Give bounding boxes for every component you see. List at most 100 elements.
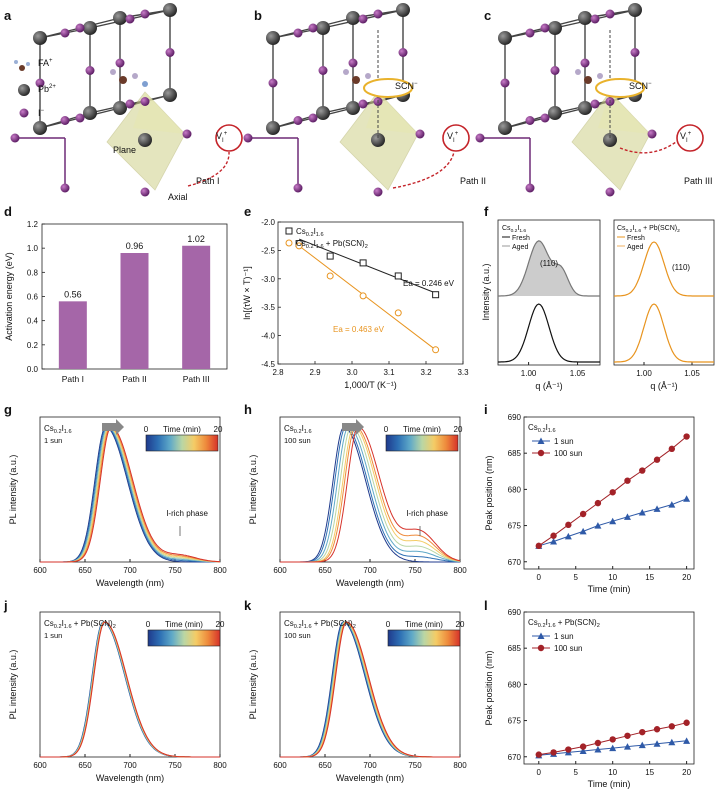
fa-atom bbox=[142, 81, 148, 87]
point-1-sun bbox=[638, 741, 646, 749]
time-colorbar bbox=[387, 629, 461, 647]
legend-marker-1 bbox=[537, 437, 545, 444]
point-100-sun bbox=[550, 749, 557, 756]
xtick-label-e: 2.8 bbox=[272, 368, 284, 377]
xtick-label-d: Path I bbox=[62, 374, 84, 384]
fresh-curve-left bbox=[498, 303, 600, 363]
legend-fresh-right: Fresh bbox=[627, 235, 645, 242]
chart-l: 0 5 10 15 20 670 675 680 685 690 Time (min) Peak po… bbox=[484, 608, 695, 789]
legend-pb: Pb2+ bbox=[38, 84, 56, 94]
pb-atom bbox=[83, 106, 97, 120]
legend-i: I− bbox=[38, 108, 45, 118]
i-atom bbox=[75, 23, 85, 33]
ytick-label-d: 1.0 bbox=[27, 244, 39, 253]
pb-atom bbox=[316, 21, 330, 35]
i-atom bbox=[75, 113, 85, 123]
light-k: 100 sun bbox=[284, 631, 311, 640]
colorbar-max-h: 20 bbox=[454, 425, 463, 434]
path-arrow bbox=[619, 141, 677, 154]
point-100-sun bbox=[565, 521, 572, 529]
ytick-label-d: 0.6 bbox=[27, 293, 39, 302]
xtick-label-l: 0 bbox=[537, 768, 542, 777]
i-atom bbox=[590, 99, 600, 109]
xtick-label-g: 700 bbox=[123, 566, 137, 575]
xlabel-l: Time (min) bbox=[588, 779, 631, 789]
legend-black: Cs0.2I1.6 bbox=[296, 227, 324, 238]
xtick-label-h: 650 bbox=[318, 566, 332, 575]
pl-curve bbox=[40, 426, 221, 563]
i-atom bbox=[540, 113, 550, 123]
i-atom bbox=[590, 14, 600, 24]
point-100-sun bbox=[609, 736, 616, 743]
colorbar-title-k: Time (min) bbox=[405, 620, 443, 629]
crystal-b bbox=[243, 3, 470, 197]
pb-atom bbox=[266, 31, 280, 45]
bar-value-label: 0.56 bbox=[64, 289, 82, 299]
i-atom bbox=[630, 48, 640, 57]
bar-3 bbox=[182, 245, 211, 369]
xlabel-j: Wavelength (nm) bbox=[96, 773, 164, 783]
pb-atom bbox=[578, 101, 592, 115]
xtick-label-e: 3.0 bbox=[346, 368, 358, 377]
colorbar-max-k: 20 bbox=[456, 620, 465, 629]
xtick-label-l: 20 bbox=[682, 768, 691, 777]
pb-atom bbox=[33, 121, 47, 135]
legend-marker-1 bbox=[537, 632, 545, 639]
ea-orange: Ea = 0.463 eV bbox=[333, 325, 385, 334]
colorbar-max-g: 20 bbox=[214, 425, 223, 434]
fa-atom bbox=[575, 69, 581, 75]
pb-atom bbox=[346, 101, 360, 115]
point-100-sun bbox=[683, 719, 690, 726]
pb-atom bbox=[113, 11, 127, 25]
ytick-label-i: 670 bbox=[508, 558, 522, 567]
point-1-sun bbox=[653, 740, 661, 747]
plot-frame-e bbox=[277, 221, 464, 365]
pb-atom bbox=[548, 106, 562, 120]
panel-label-j: j bbox=[4, 598, 8, 613]
colorbar-min-j: 0 bbox=[146, 620, 151, 629]
ytick-label-l: 670 bbox=[508, 753, 522, 762]
xtick-label-d: Path III bbox=[183, 374, 210, 384]
xtick-label-k: 600 bbox=[273, 761, 287, 770]
ytick-label-i: 690 bbox=[508, 413, 522, 422]
i-atom bbox=[60, 183, 70, 193]
point-100-sun bbox=[624, 732, 631, 739]
i-atom bbox=[358, 14, 368, 24]
point-1-sun bbox=[594, 522, 602, 529]
point-100-sun bbox=[565, 746, 572, 753]
xtick-label-k: 650 bbox=[318, 761, 332, 770]
plane-label: Plane bbox=[113, 145, 137, 155]
point-orange bbox=[359, 292, 367, 300]
plot-frame-f-1 bbox=[497, 219, 601, 366]
f-left-title: Cs0.2I1.6 bbox=[502, 225, 526, 234]
plot-frame-f-2 bbox=[613, 219, 715, 366]
sample-k: Cs0.2I1.6 + Pb(SCN)2 bbox=[284, 619, 356, 630]
pb-atom bbox=[83, 21, 97, 35]
ion-legend: FA+ Pb2+ I− bbox=[18, 58, 56, 122]
crystal-a bbox=[10, 3, 243, 197]
point-100-sun bbox=[683, 433, 690, 440]
i-atom bbox=[605, 9, 615, 19]
fa-atom bbox=[119, 76, 127, 84]
scn-label-c: SCN− bbox=[629, 81, 652, 91]
legend-100-sun: 100 sun bbox=[554, 644, 582, 653]
legend-marker-orange bbox=[285, 239, 293, 247]
fit-line-1 bbox=[298, 238, 436, 294]
bar-value-label: 1.02 bbox=[187, 234, 205, 244]
light-j: 1 sun bbox=[44, 631, 62, 640]
chart-e: 2.8 2.9 3.0 3.1 3.2 3.3 -2.0 -2.5 -3.0 -3.5 -4.0 -4… bbox=[242, 218, 469, 390]
panel-label-e: e bbox=[244, 204, 252, 219]
i-atom bbox=[125, 14, 135, 24]
fa-atom bbox=[597, 73, 603, 79]
point-100-sun bbox=[653, 456, 661, 463]
i-atom bbox=[358, 99, 368, 109]
ylabel-j: PL intensity (a.u.) bbox=[8, 650, 18, 720]
point-1-sun bbox=[609, 744, 617, 752]
scn-label-b: SCN− bbox=[395, 81, 418, 91]
xtick-label-g: 650 bbox=[78, 566, 92, 575]
i-atom bbox=[10, 133, 20, 143]
point-100-sun bbox=[624, 477, 631, 484]
point-100-sun bbox=[668, 723, 676, 730]
pb-atom bbox=[138, 133, 152, 147]
bar-1 bbox=[58, 301, 87, 369]
